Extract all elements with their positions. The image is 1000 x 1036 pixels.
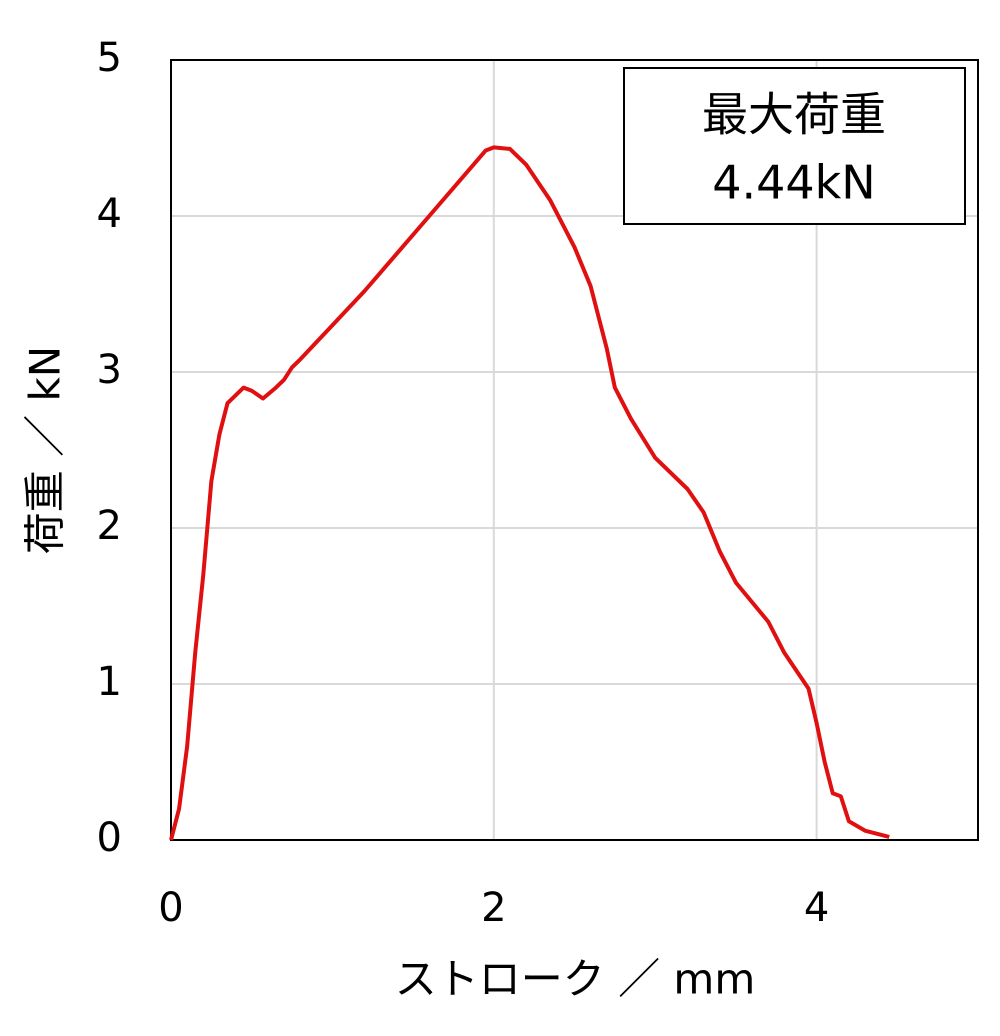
plot-frame	[170, 59, 979, 841]
x-tick-label: 4	[804, 885, 829, 931]
data-line	[169, 145, 890, 841]
y-tick-label: 1	[97, 659, 122, 705]
annotation-text: 最大荷重	[702, 88, 886, 142]
x-tick-label: 2	[481, 885, 506, 931]
y-tick-label: 3	[97, 347, 122, 393]
annotation-text: 4.44kN	[712, 156, 875, 210]
y-tick-label: 0	[97, 815, 122, 861]
x-axis-label: ストローク ／ mm	[395, 955, 756, 1004]
y-axis-label: 荷重 ／ kN	[21, 346, 70, 554]
x-tick-label: 0	[158, 885, 183, 931]
y-tick-label: 4	[97, 191, 122, 237]
annotation-box	[623, 67, 966, 225]
y-tick-label: 5	[97, 35, 122, 81]
y-tick-label: 2	[97, 503, 122, 549]
